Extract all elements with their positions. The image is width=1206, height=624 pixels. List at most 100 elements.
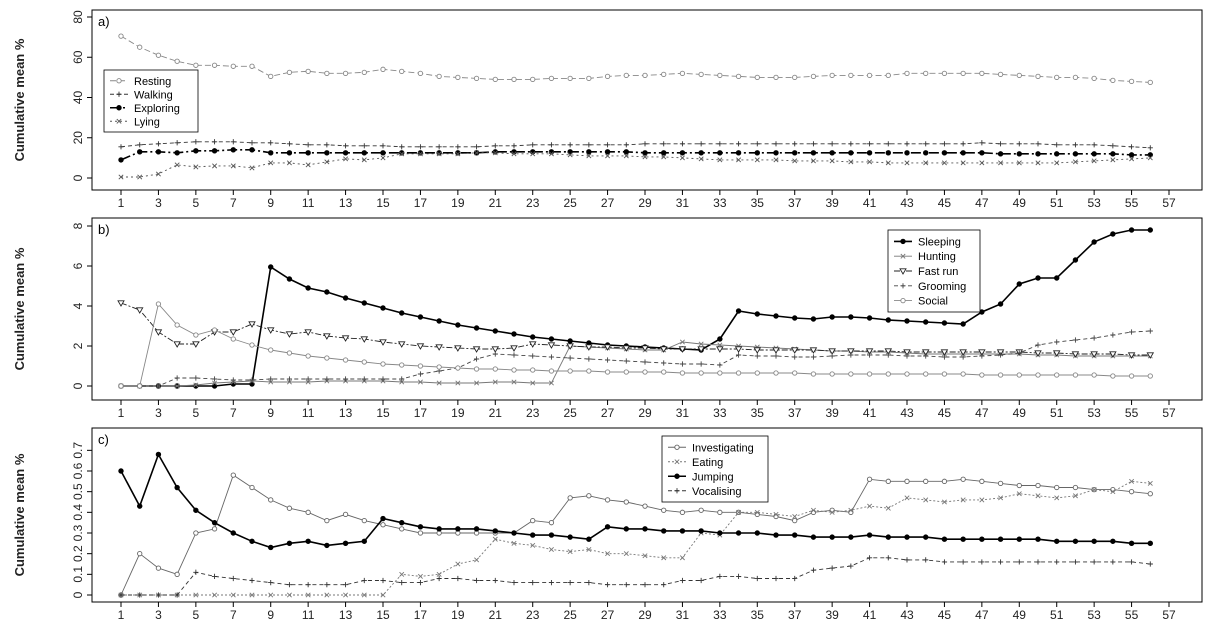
y-tick-label: 20 bbox=[71, 131, 85, 145]
data-point bbox=[1129, 156, 1135, 162]
data-point bbox=[979, 70, 985, 77]
data-point bbox=[511, 143, 517, 149]
data-point bbox=[342, 143, 349, 149]
data-point bbox=[659, 346, 668, 353]
data-point bbox=[885, 150, 891, 156]
data-point bbox=[305, 68, 311, 74]
data-point bbox=[903, 349, 911, 356]
data-point bbox=[810, 316, 817, 322]
x-tick-label: 41 bbox=[863, 608, 877, 622]
data-point bbox=[305, 379, 311, 385]
data-point bbox=[1072, 74, 1079, 81]
data-point bbox=[904, 371, 910, 377]
data-point bbox=[885, 317, 891, 323]
data-point bbox=[997, 372, 1004, 378]
data-point bbox=[324, 582, 330, 588]
y-tick-label: 0.2 bbox=[71, 545, 85, 562]
data-point bbox=[530, 580, 536, 586]
x-tick-label: 23 bbox=[526, 608, 540, 622]
data-point bbox=[997, 301, 1004, 307]
data-point bbox=[867, 159, 873, 165]
x-tick-label: 47 bbox=[975, 608, 989, 622]
legend-label: Walking bbox=[134, 89, 173, 101]
data-point bbox=[661, 507, 667, 513]
x-tick-label: 37 bbox=[788, 406, 802, 420]
data-point bbox=[1128, 144, 1135, 150]
data-point bbox=[1035, 141, 1041, 147]
legend-label: Jumping bbox=[692, 471, 734, 483]
series-line bbox=[120, 35, 1151, 83]
data-point bbox=[885, 478, 891, 484]
data-point bbox=[940, 349, 949, 356]
data-point bbox=[230, 336, 236, 342]
data-point bbox=[642, 503, 648, 509]
data-point bbox=[399, 362, 405, 368]
x-tick-label: 55 bbox=[1125, 196, 1139, 210]
x-tick-label: 23 bbox=[526, 196, 540, 210]
x-tick-label: 25 bbox=[563, 406, 577, 420]
data-point bbox=[866, 555, 873, 561]
data-point bbox=[960, 321, 966, 327]
data-point bbox=[473, 325, 480, 331]
data-point bbox=[1016, 350, 1022, 356]
data-point bbox=[661, 555, 667, 561]
data-point bbox=[360, 336, 369, 343]
data-point bbox=[604, 149, 611, 155]
data-point bbox=[792, 158, 798, 164]
panel-label: c) bbox=[98, 432, 109, 447]
data-point bbox=[1072, 372, 1079, 378]
data-point bbox=[773, 370, 779, 376]
data-point bbox=[530, 334, 536, 340]
data-point bbox=[249, 63, 255, 69]
data-point bbox=[1016, 151, 1022, 157]
data-point bbox=[137, 142, 143, 148]
legend-marker bbox=[116, 91, 122, 97]
data-point bbox=[173, 341, 181, 348]
data-point bbox=[960, 559, 966, 565]
data-point bbox=[473, 577, 480, 584]
legend-entry: Eating bbox=[668, 457, 723, 469]
x-tick-label: 13 bbox=[339, 406, 353, 420]
data-point bbox=[604, 142, 611, 148]
data-point bbox=[155, 141, 162, 147]
data-point bbox=[567, 75, 573, 82]
data-point bbox=[249, 140, 255, 146]
data-point bbox=[1091, 239, 1097, 245]
data-point bbox=[586, 580, 592, 586]
data-point bbox=[548, 142, 555, 148]
data-point bbox=[810, 371, 817, 377]
data-point bbox=[1072, 538, 1079, 544]
data-point bbox=[866, 315, 873, 321]
data-point bbox=[960, 160, 966, 166]
data-point bbox=[717, 72, 723, 79]
x-tick-label: 27 bbox=[601, 196, 615, 210]
data-point bbox=[773, 157, 779, 163]
data-point bbox=[603, 344, 612, 351]
x-tick-label: 11 bbox=[302, 196, 315, 210]
x-tick-label: 11 bbox=[302, 608, 315, 622]
data-point bbox=[511, 367, 517, 373]
data-point bbox=[212, 163, 218, 169]
legend-label: Exploring bbox=[134, 103, 180, 115]
data-point bbox=[661, 582, 667, 588]
x-tick-label: 37 bbox=[788, 608, 802, 622]
data-point bbox=[586, 142, 592, 148]
data-point bbox=[229, 329, 238, 336]
data-point bbox=[698, 156, 704, 162]
data-point bbox=[904, 478, 910, 484]
x-tick-label: 27 bbox=[601, 608, 615, 622]
data-point bbox=[137, 44, 143, 50]
legend-label: Fast run bbox=[918, 266, 958, 278]
y-tick-label: 60 bbox=[71, 50, 85, 64]
data-point bbox=[1054, 142, 1060, 148]
data-point bbox=[135, 307, 144, 314]
data-point bbox=[118, 468, 124, 474]
data-point bbox=[698, 361, 704, 367]
data-point bbox=[361, 69, 367, 75]
data-point bbox=[118, 157, 124, 163]
x-tick-label: 47 bbox=[975, 196, 989, 210]
data-point bbox=[679, 155, 685, 161]
data-point bbox=[567, 495, 573, 501]
data-point bbox=[904, 557, 910, 563]
data-point bbox=[492, 528, 498, 534]
